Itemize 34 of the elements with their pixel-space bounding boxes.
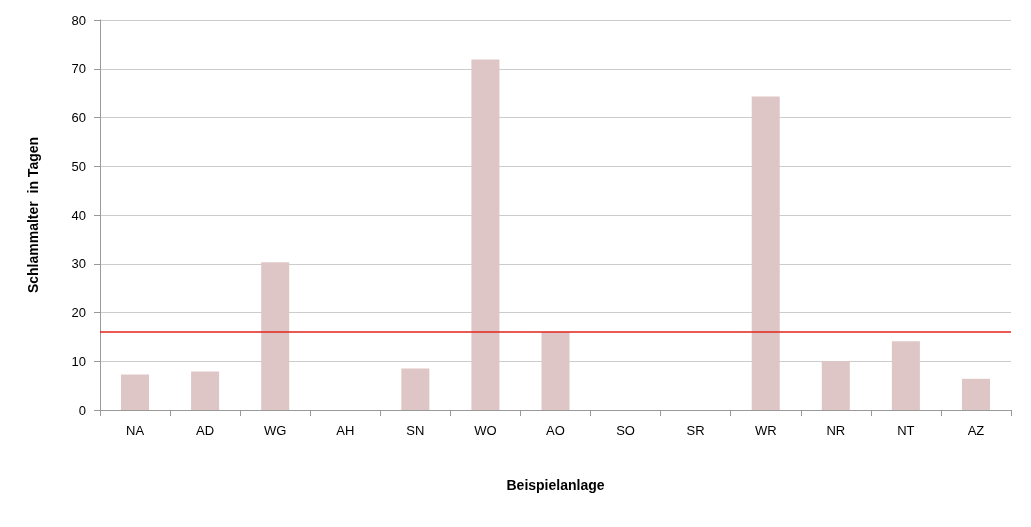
- x-tick-label: WR: [754, 423, 777, 438]
- bar: [961, 378, 990, 410]
- y-tick-label: 0: [78, 402, 86, 418]
- bar: [261, 262, 290, 410]
- bar: [891, 341, 920, 410]
- y-tick-label: 70: [71, 61, 86, 77]
- bar: [751, 96, 780, 410]
- x-tick-label: NR: [826, 423, 846, 438]
- x-tick-label: SO: [616, 423, 635, 438]
- x-tick-label: NA: [126, 423, 145, 438]
- bar: [541, 332, 570, 410]
- x-tick-label: WO: [474, 423, 497, 438]
- y-tick-label: 50: [71, 158, 86, 174]
- x-tick-label: SR: [686, 423, 705, 438]
- bar: [471, 59, 500, 410]
- y-tick-label: 30: [71, 256, 86, 272]
- bar: [191, 371, 220, 410]
- bar: [401, 368, 430, 410]
- y-tick-label: 40: [71, 207, 86, 223]
- bar: [121, 374, 150, 410]
- y-tick-label: 10: [71, 353, 86, 369]
- x-axis-title: Beispielanlage: [506, 477, 605, 493]
- y-tick-label: 20: [71, 305, 86, 320]
- y-axis-title: Schlammalter in Tagen: [25, 136, 41, 294]
- x-tick-label: AZ: [967, 423, 985, 438]
- y-tick-label: 60: [71, 110, 86, 125]
- bar: [821, 361, 850, 410]
- x-tick-label: AH: [336, 423, 355, 438]
- x-tick-label: WG: [264, 423, 287, 438]
- x-tick-label: SN: [406, 423, 425, 438]
- y-tick-label: 80: [71, 12, 86, 28]
- x-tick-label: AD: [196, 423, 215, 438]
- x-tick-label: NT: [897, 423, 915, 438]
- x-tick-label: AO: [546, 423, 565, 438]
